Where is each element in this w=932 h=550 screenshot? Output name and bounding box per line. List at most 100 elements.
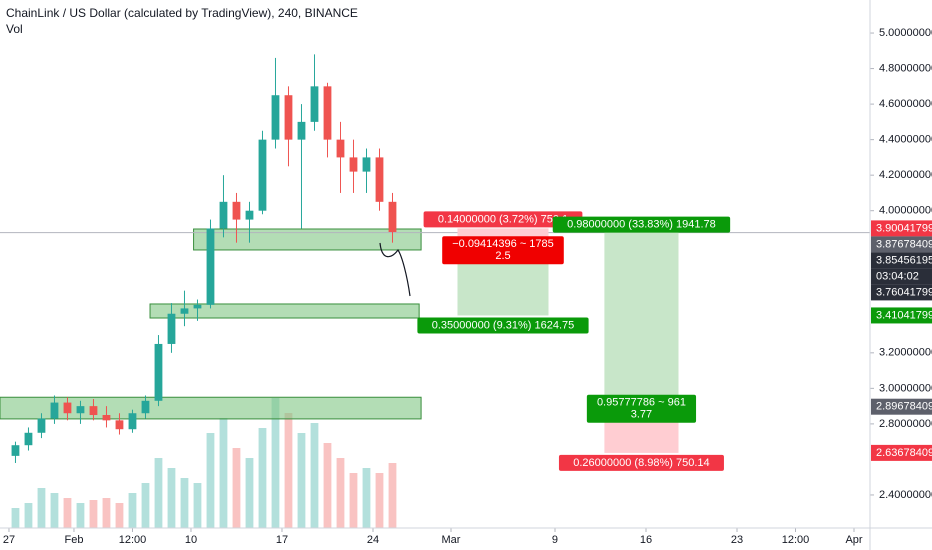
candle-body xyxy=(271,95,280,140)
candle-body xyxy=(349,157,358,172)
y-tick-label: 4.60000000 xyxy=(879,98,932,110)
volume-bar xyxy=(258,428,267,528)
y-tick-label: 5.00000000 xyxy=(879,27,932,39)
candle-body xyxy=(76,406,85,414)
x-tick-label: 23 xyxy=(731,534,743,546)
reward-area xyxy=(604,232,679,407)
candle-body xyxy=(102,415,111,421)
price-tag xyxy=(871,268,932,285)
chart-title: ChainLink / US Dollar (calculated by Tra… xyxy=(6,6,358,20)
volume-bar xyxy=(76,503,85,528)
volume-bar xyxy=(284,413,293,528)
price-tag-label: 3.90041799 xyxy=(876,222,932,234)
y-tick-label: 3.00000000 xyxy=(879,382,932,394)
y-tick-label: 2.80000000 xyxy=(879,418,932,430)
x-tick-label: 12:00 xyxy=(119,534,147,546)
status-label: 0.95777786 ~ 961 xyxy=(597,397,686,409)
candle-body xyxy=(141,400,150,414)
candle-body xyxy=(89,406,98,416)
volume-bar xyxy=(24,503,33,528)
volume-bar xyxy=(310,423,319,528)
price-tag-label: 3.87678409 xyxy=(876,238,932,250)
status-label: −0.09414396 ~ 1785 xyxy=(452,238,554,250)
y-tick-label: 3.20000000 xyxy=(879,347,932,359)
support-zone xyxy=(193,228,422,251)
volume-bar xyxy=(141,483,150,528)
candle-body xyxy=(154,343,163,401)
volume-bar xyxy=(63,498,72,528)
volume-bar xyxy=(297,433,306,528)
volume-bar xyxy=(167,468,176,528)
stop-label-bg xyxy=(423,211,583,228)
y-tick-label: 4.40000000 xyxy=(879,134,932,146)
x-tick-label: Feb xyxy=(64,534,83,546)
volume-bar xyxy=(349,473,358,528)
candle-body xyxy=(206,228,215,305)
price-tag-label: 2.63678409 xyxy=(876,447,932,459)
target-label: 0.98000000 (33.83%) 1941.78 xyxy=(567,218,716,230)
candle-body xyxy=(219,201,228,229)
volume-bar xyxy=(102,498,111,528)
status-label: 2.5 xyxy=(495,250,510,262)
candle-body xyxy=(180,308,189,314)
candle-body xyxy=(115,420,124,430)
volume-label: Vol xyxy=(6,22,23,36)
candle-body xyxy=(167,313,176,344)
candle-body xyxy=(37,418,46,433)
volume-bar xyxy=(219,418,228,528)
x-tick-label: 24 xyxy=(367,534,379,546)
volume-bar xyxy=(271,398,280,528)
volume-bar xyxy=(206,433,215,528)
volume-bar xyxy=(89,500,98,528)
status-label-bg xyxy=(586,394,697,423)
stop-label: 0.14000000 (3.72%) 750.1 xyxy=(438,213,568,225)
volume-bar xyxy=(336,458,345,528)
y-tick-label: 4.20000000 xyxy=(879,169,932,181)
candle-body xyxy=(193,304,202,309)
candle-body xyxy=(336,139,345,158)
x-tick-label: 16 xyxy=(640,534,652,546)
candle-body xyxy=(24,432,33,446)
price-tag xyxy=(871,236,932,253)
candle-body xyxy=(375,157,384,202)
price-tag xyxy=(871,444,932,461)
candle-body xyxy=(232,201,241,220)
candle-body xyxy=(310,86,319,122)
y-tick-label: 4.00000000 xyxy=(879,205,932,217)
volume-bar xyxy=(180,478,189,528)
price-tag xyxy=(871,307,932,324)
x-tick-label: Apr xyxy=(845,534,862,546)
support-zone xyxy=(0,396,422,420)
x-tick-label: 9 xyxy=(552,534,558,546)
x-tick-label: Mar xyxy=(442,534,461,546)
candle-body xyxy=(63,402,72,414)
stop-label: 0.26000000 (8.98%) 750.14 xyxy=(573,457,709,469)
volume-bar xyxy=(11,508,20,528)
volume-bar xyxy=(388,463,397,528)
stop-label-bg xyxy=(558,454,724,471)
candle-body xyxy=(284,95,293,140)
volume-bar xyxy=(128,493,137,528)
target-label: 0.35000000 (9.31%) 1624.75 xyxy=(432,319,575,331)
status-label-bg xyxy=(442,236,564,265)
price-tag xyxy=(871,398,932,415)
price-tag-label: 2.89678409 xyxy=(876,401,932,413)
support-zone xyxy=(149,303,420,319)
volume-bar xyxy=(37,488,46,528)
x-tick-label: 17 xyxy=(276,534,288,546)
candle-body xyxy=(258,139,267,211)
x-tick-label: 27 xyxy=(3,534,15,546)
candle-body xyxy=(50,402,59,419)
x-tick-label: 12:00 xyxy=(782,534,810,546)
target-label-bg xyxy=(552,216,731,233)
y-tick-label: 4.80000000 xyxy=(879,62,932,74)
volume-bar xyxy=(232,448,241,528)
volume-bar xyxy=(154,458,163,528)
volume-bar xyxy=(375,473,384,528)
candle-body xyxy=(362,157,371,172)
price-tag-label: 3.85456195 xyxy=(876,254,932,266)
candle-body xyxy=(323,86,332,140)
status-label: 3.77 xyxy=(631,409,652,421)
